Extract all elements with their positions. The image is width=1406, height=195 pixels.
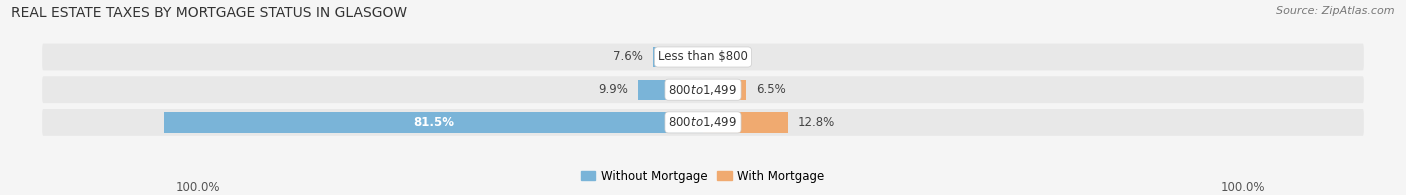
Bar [703, 112, 787, 133]
FancyBboxPatch shape [42, 109, 1364, 136]
Text: 7.6%: 7.6% [613, 51, 643, 64]
Text: 100.0%: 100.0% [176, 181, 221, 194]
Text: 0.0%: 0.0% [713, 51, 742, 64]
FancyBboxPatch shape [42, 76, 1364, 103]
Bar [637, 80, 703, 100]
Legend: Without Mortgage, With Mortgage: Without Mortgage, With Mortgage [576, 165, 830, 187]
Bar [165, 112, 703, 133]
Text: $800 to $1,499: $800 to $1,499 [668, 83, 738, 97]
Text: 9.9%: 9.9% [598, 83, 627, 96]
Bar [703, 80, 747, 100]
Text: 81.5%: 81.5% [413, 116, 454, 129]
Text: 6.5%: 6.5% [756, 83, 786, 96]
Text: 12.8%: 12.8% [797, 116, 835, 129]
Text: REAL ESTATE TAXES BY MORTGAGE STATUS IN GLASGOW: REAL ESTATE TAXES BY MORTGAGE STATUS IN … [11, 6, 408, 20]
Text: 100.0%: 100.0% [1220, 181, 1265, 194]
Text: Less than $800: Less than $800 [658, 51, 748, 64]
FancyBboxPatch shape [42, 43, 1364, 70]
Text: $800 to $1,499: $800 to $1,499 [668, 115, 738, 129]
Bar [652, 47, 703, 67]
Text: Source: ZipAtlas.com: Source: ZipAtlas.com [1277, 6, 1395, 16]
